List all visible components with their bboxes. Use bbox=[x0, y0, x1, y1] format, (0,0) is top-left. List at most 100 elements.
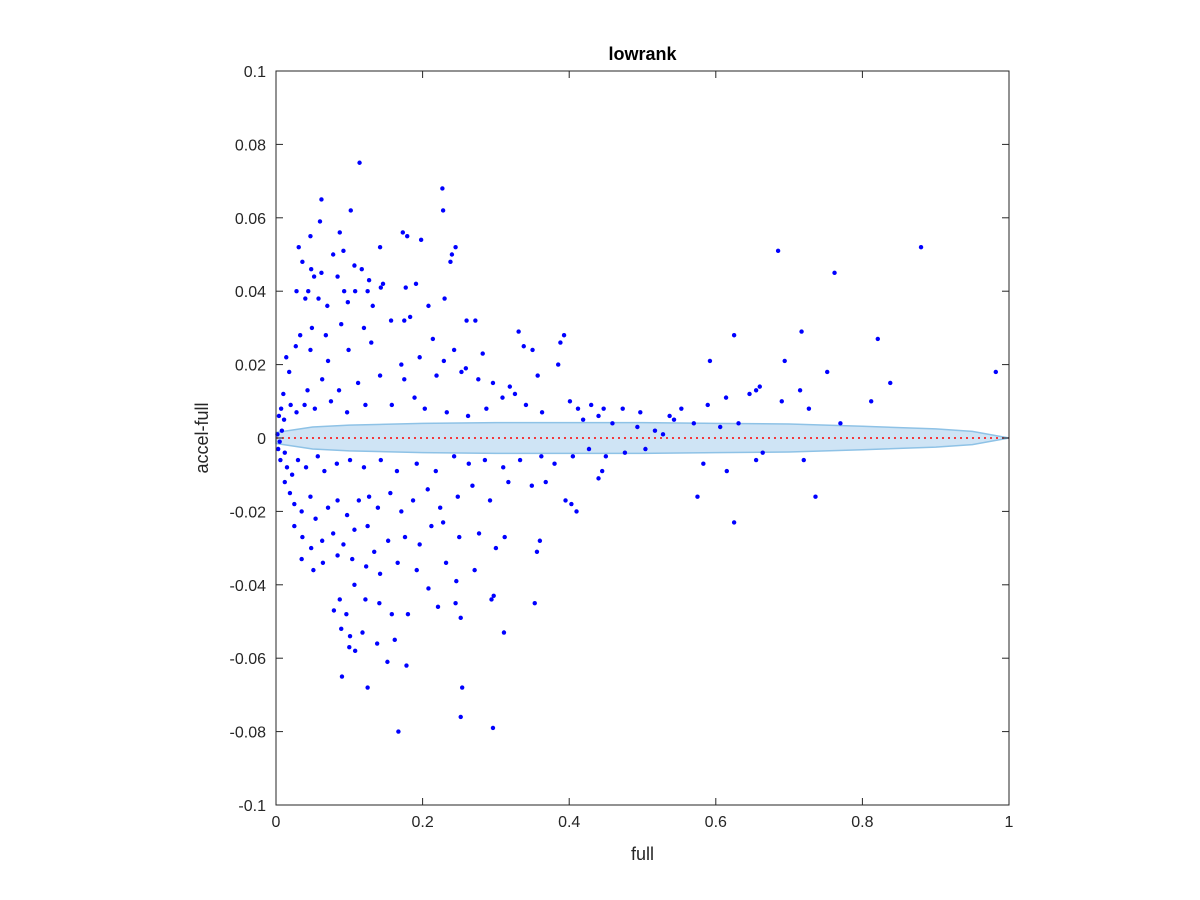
data-point bbox=[414, 567, 419, 573]
data-point bbox=[797, 388, 803, 393]
data-point bbox=[417, 355, 422, 360]
data-point bbox=[567, 399, 573, 404]
data-point bbox=[352, 527, 357, 532]
data-point bbox=[377, 244, 383, 250]
data-point bbox=[334, 461, 340, 466]
data-point bbox=[473, 318, 478, 323]
data-point bbox=[667, 413, 672, 419]
data-point bbox=[501, 465, 506, 470]
data-point bbox=[736, 421, 741, 426]
data-point bbox=[435, 604, 441, 610]
data-point bbox=[395, 560, 400, 565]
data-point bbox=[556, 362, 561, 367]
data-point bbox=[339, 322, 344, 327]
data-point bbox=[422, 406, 427, 411]
data-point bbox=[344, 512, 350, 518]
data-point bbox=[312, 406, 318, 411]
points-layer bbox=[275, 160, 999, 734]
data-point bbox=[277, 439, 282, 444]
data-point bbox=[535, 373, 540, 378]
data-point bbox=[370, 303, 375, 309]
data-point bbox=[454, 578, 459, 584]
data-point bbox=[339, 626, 344, 632]
data-point bbox=[308, 347, 313, 353]
data-point bbox=[325, 505, 331, 510]
data-point bbox=[356, 498, 362, 503]
data-point bbox=[875, 336, 880, 342]
data-point bbox=[782, 358, 787, 364]
y-tick-label: -0.06 bbox=[230, 651, 267, 668]
data-point bbox=[286, 369, 292, 375]
data-point bbox=[472, 567, 477, 573]
y-tick-label: -0.1 bbox=[238, 798, 266, 815]
data-point bbox=[359, 266, 364, 272]
data-point bbox=[464, 318, 469, 323]
data-point bbox=[363, 564, 369, 569]
data-point bbox=[360, 630, 365, 635]
data-point bbox=[441, 358, 447, 364]
data-point bbox=[378, 457, 384, 463]
data-point bbox=[278, 406, 284, 411]
data-point bbox=[532, 600, 537, 606]
data-point bbox=[458, 714, 463, 720]
data-point bbox=[302, 402, 307, 408]
data-point bbox=[596, 413, 601, 419]
data-point bbox=[319, 538, 325, 543]
data-point bbox=[534, 549, 540, 554]
data-point bbox=[380, 281, 386, 287]
data-point bbox=[385, 538, 391, 543]
data-point bbox=[357, 160, 362, 165]
data-point bbox=[282, 450, 287, 455]
data-point bbox=[465, 413, 471, 419]
data-point bbox=[552, 461, 557, 466]
data-point bbox=[405, 233, 410, 239]
x-tick-label: 1 bbox=[1005, 814, 1014, 831]
data-point bbox=[377, 373, 383, 378]
data-point bbox=[459, 369, 464, 375]
data-point bbox=[530, 347, 535, 353]
data-point bbox=[394, 468, 400, 474]
data-point bbox=[389, 611, 395, 617]
data-point bbox=[292, 523, 297, 529]
data-point bbox=[635, 424, 640, 430]
data-point bbox=[753, 388, 759, 393]
data-point bbox=[299, 509, 304, 514]
data-point bbox=[308, 545, 314, 551]
data-point bbox=[610, 421, 615, 426]
data-point bbox=[753, 457, 759, 463]
data-point bbox=[537, 538, 543, 543]
y-tick-label: 0.02 bbox=[235, 358, 266, 375]
data-point bbox=[347, 457, 353, 463]
data-point bbox=[918, 244, 924, 250]
data-point bbox=[292, 501, 297, 507]
data-point bbox=[457, 534, 462, 540]
chart-title: lowrank bbox=[608, 44, 677, 64]
data-point bbox=[569, 501, 574, 507]
data-point bbox=[580, 417, 586, 422]
data-point bbox=[723, 395, 729, 400]
data-point bbox=[337, 230, 342, 235]
data-point bbox=[319, 270, 324, 276]
data-point bbox=[375, 505, 381, 510]
x-tick-label: 0.6 bbox=[705, 814, 727, 831]
data-point bbox=[516, 329, 521, 334]
data-point bbox=[404, 663, 409, 668]
data-point bbox=[426, 586, 431, 591]
data-point bbox=[363, 597, 368, 602]
data-point bbox=[308, 233, 313, 239]
data-point bbox=[303, 296, 308, 301]
data-point bbox=[570, 454, 576, 459]
data-point bbox=[451, 454, 457, 459]
data-point bbox=[299, 556, 304, 562]
data-point bbox=[440, 186, 445, 191]
data-point bbox=[275, 446, 281, 452]
data-point bbox=[482, 457, 488, 463]
data-point bbox=[279, 428, 285, 433]
data-point bbox=[501, 630, 507, 635]
data-point bbox=[377, 571, 383, 576]
data-point bbox=[489, 597, 494, 602]
data-point bbox=[374, 641, 380, 646]
data-point bbox=[402, 318, 407, 323]
data-point bbox=[418, 237, 424, 243]
data-point bbox=[563, 498, 568, 503]
